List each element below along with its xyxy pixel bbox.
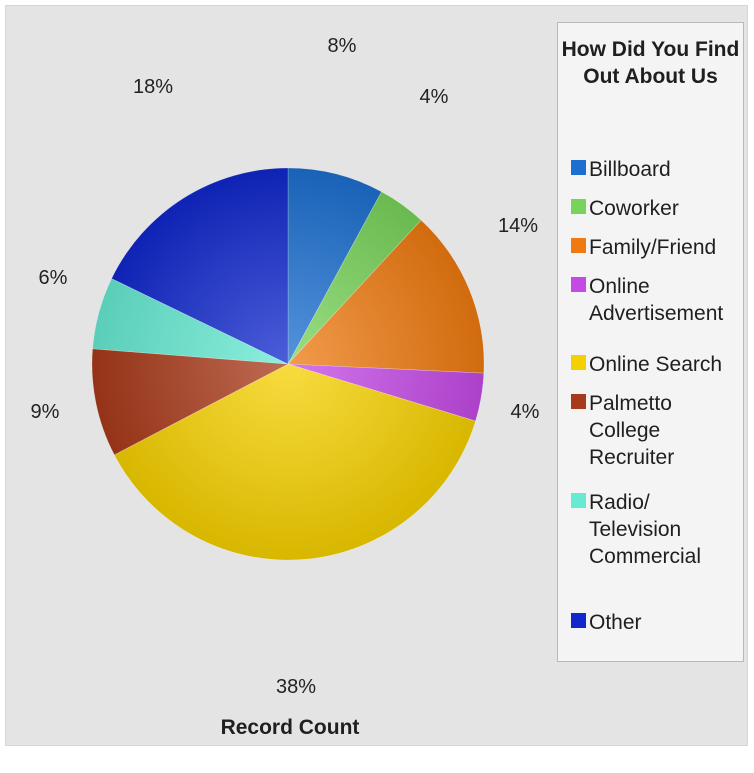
pie-slice-billboard: [287, 167, 382, 365]
legend: How Did You Find Out About Us Billboard C…: [557, 22, 744, 662]
legend-swatch: [571, 355, 586, 370]
legend-swatch: [571, 160, 586, 175]
legend-label: Family/Friend: [589, 236, 717, 259]
slice-percent-label: 4%: [511, 401, 540, 423]
legend-label: Other: [589, 611, 642, 634]
legend-swatch: [571, 199, 586, 214]
slice-percent-label: 14%: [498, 215, 538, 237]
pie-slices: [91, 167, 485, 561]
pie-slice-radio-television-commercial: [92, 278, 289, 365]
pie-slice-online-advertisement: [287, 363, 485, 422]
legend-label: Online Search: [589, 353, 723, 376]
pie-slice-other: [111, 167, 289, 365]
legend-label: Billboard: [589, 158, 671, 181]
slice-percent-label: 38%: [276, 676, 316, 698]
legend-swatch: [571, 238, 586, 253]
slice-percent-label: 9%: [31, 401, 60, 423]
legend-title: How Did You Find Out About Us: [561, 38, 740, 88]
slice-percent-label: 4%: [420, 86, 449, 108]
slice-percent-label: 6%: [39, 267, 68, 289]
legend-label: Radio/ Television Commercial: [589, 491, 702, 568]
legend-label: Online Advertisement: [589, 275, 724, 325]
slice-percent-label: 8%: [328, 35, 357, 57]
legend-label: Palmetto College Recruiter: [589, 392, 675, 469]
slice-percent-label: 18%: [133, 76, 173, 98]
pie-slice-palmetto-college-recruiter: [91, 348, 290, 456]
legend-swatch: [571, 394, 586, 409]
pie-slice-family-friend: [287, 219, 485, 374]
pie-slice-online-search: [113, 363, 476, 561]
legend-swatch: [571, 613, 586, 628]
pie-slice-labels: 8% 4% 14% 4% 38% 9% 6% 18%: [31, 35, 540, 698]
legend-swatch: [571, 277, 586, 292]
axis-title: Record Count: [220, 716, 360, 739]
legend-label: Coworker: [589, 197, 679, 220]
legend-swatch: [571, 493, 586, 508]
pie-slice-coworker: [287, 191, 422, 365]
